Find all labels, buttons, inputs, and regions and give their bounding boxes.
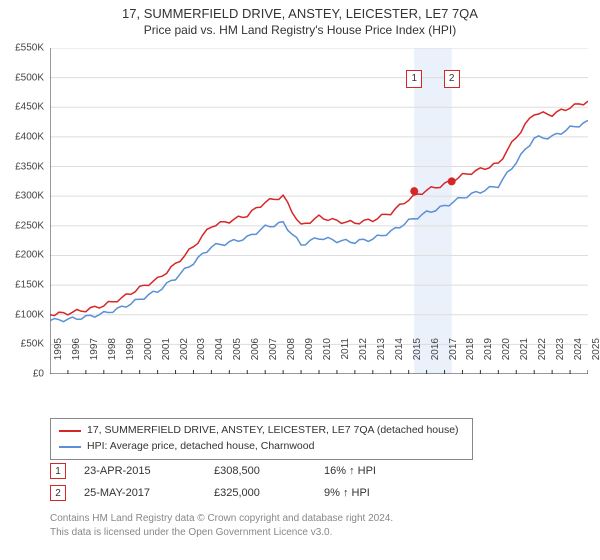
x-tick-label: 2014: [394, 338, 405, 378]
y-tick-label: £350K: [0, 161, 44, 172]
x-tick-label: 2018: [465, 338, 476, 378]
y-tick-label: £0: [0, 369, 44, 380]
y-tick-label: £200K: [0, 250, 44, 261]
legend-row-property: 17, SUMMERFIELD DRIVE, ANSTEY, LEICESTER…: [59, 423, 464, 439]
sale-date: 23-APR-2015: [84, 465, 214, 477]
x-tick-label: 2020: [501, 338, 512, 378]
y-tick-label: £550K: [0, 43, 44, 54]
y-tick-label: £450K: [0, 102, 44, 113]
x-tick-label: 2011: [340, 338, 351, 378]
sale-price: £308,500: [214, 465, 324, 477]
y-tick-label: £250K: [0, 220, 44, 231]
chart-annotation-1: 1: [406, 70, 422, 88]
sale-hpi-delta: 9% ↑ HPI: [324, 487, 444, 499]
x-tick-label: 2015: [412, 338, 423, 378]
x-tick-label: 2019: [483, 338, 494, 378]
x-tick-label: 2003: [196, 338, 207, 378]
sale-price: £325,000: [214, 487, 324, 499]
x-tick-label: 2022: [537, 338, 548, 378]
x-tick-label: 2004: [214, 338, 225, 378]
legend: 17, SUMMERFIELD DRIVE, ANSTEY, LEICESTER…: [50, 418, 473, 460]
x-tick-label: 2013: [376, 338, 387, 378]
x-tick-label: 1999: [125, 338, 136, 378]
legend-label-hpi: HPI: Average price, detached house, Char…: [87, 439, 314, 455]
x-tick-label: 2007: [268, 338, 279, 378]
chart-svg: [50, 48, 588, 374]
x-tick-label: 2021: [519, 338, 530, 378]
legend-swatch-hpi: [59, 446, 81, 448]
x-tick-label: 2005: [232, 338, 243, 378]
chart-container: 17, SUMMERFIELD DRIVE, ANSTEY, LEICESTER…: [0, 0, 600, 560]
marker-badge-2: 2: [50, 485, 66, 501]
marker-badge-1: 1: [50, 463, 66, 479]
x-tick-label: 2001: [161, 338, 172, 378]
x-tick-label: 2024: [573, 338, 584, 378]
x-tick-label: 2008: [286, 338, 297, 378]
x-tick-label: 2025: [591, 338, 600, 378]
x-tick-label: 1997: [89, 338, 100, 378]
footer-line2: This data is licensed under the Open Gov…: [50, 526, 393, 540]
x-tick-label: 2012: [358, 338, 369, 378]
x-tick-label: 2000: [143, 338, 154, 378]
y-tick-label: £150K: [0, 280, 44, 291]
legend-label-property: 17, SUMMERFIELD DRIVE, ANSTEY, LEICESTER…: [87, 423, 459, 439]
chart-subtitle: Price paid vs. HM Land Registry's House …: [0, 21, 600, 37]
table-row: 1 23-APR-2015 £308,500 16% ↑ HPI: [50, 460, 444, 482]
footer-disclaimer: Contains HM Land Registry data © Crown c…: [50, 512, 393, 539]
x-tick-label: 1996: [71, 338, 82, 378]
x-tick-label: 2023: [555, 338, 566, 378]
x-tick-label: 2017: [448, 338, 459, 378]
x-tick-label: 2002: [179, 338, 190, 378]
sale-hpi-delta: 16% ↑ HPI: [324, 465, 444, 477]
chart-area: £0£50K£100K£150K£200K£250K£300K£350K£400…: [50, 48, 588, 374]
sale-date: 25-MAY-2017: [84, 487, 214, 499]
y-tick-label: £50K: [0, 339, 44, 350]
x-tick-label: 2009: [304, 338, 315, 378]
x-tick-label: 2016: [430, 338, 441, 378]
y-tick-label: £100K: [0, 309, 44, 320]
x-tick-label: 1998: [107, 338, 118, 378]
y-tick-label: £300K: [0, 191, 44, 202]
footer-line1: Contains HM Land Registry data © Crown c…: [50, 512, 393, 526]
chart-annotation-2: 2: [444, 70, 460, 88]
y-tick-label: £500K: [0, 72, 44, 83]
x-tick-label: 1995: [53, 338, 64, 378]
sales-table: 1 23-APR-2015 £308,500 16% ↑ HPI 2 25-MA…: [50, 460, 444, 504]
legend-swatch-property: [59, 430, 81, 432]
chart-title-address: 17, SUMMERFIELD DRIVE, ANSTEY, LEICESTER…: [0, 0, 600, 21]
y-tick-label: £400K: [0, 131, 44, 142]
x-tick-label: 2010: [322, 338, 333, 378]
legend-row-hpi: HPI: Average price, detached house, Char…: [59, 439, 464, 455]
x-tick-label: 2006: [250, 338, 261, 378]
table-row: 2 25-MAY-2017 £325,000 9% ↑ HPI: [50, 482, 444, 504]
